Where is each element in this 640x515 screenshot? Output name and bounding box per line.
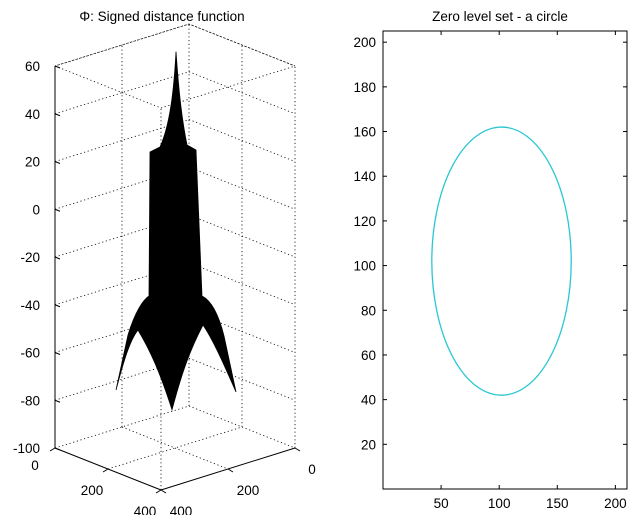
z-tick-label: -80 [20, 393, 40, 408]
y-tick-label: 200 [353, 35, 376, 50]
x-tick-label: 50 [434, 496, 449, 511]
y-tick-label: 0 [308, 462, 316, 477]
z-tick [54, 113, 61, 117]
surface-shape [115, 51, 237, 412]
z-gridline [54, 357, 190, 401]
z-tick-label: 60 [25, 59, 40, 74]
plot-frame [382, 30, 628, 490]
x-tick-labels: 50 100 150 200 [434, 31, 627, 511]
xy-tick-labels: 0 200 400 0 200 400 [31, 447, 316, 515]
y-tick-label: 120 [353, 214, 376, 229]
z-tick-labels: 60 40 20 0 -20 -40 -60 -80 -100 [13, 59, 61, 456]
top-edge [188, 23, 296, 67]
z-gridline [54, 214, 190, 258]
z-tick-label: 20 [25, 155, 40, 170]
x-tick-label: 150 [546, 496, 569, 511]
y-tick-labels: 20 40 60 80 100 120 140 160 180 200 [353, 35, 627, 452]
top-edge [160, 65, 296, 109]
y-tick-label: 60 [361, 348, 376, 363]
y-tick-label: 80 [361, 303, 376, 318]
x-tick [49, 447, 56, 452]
z-tick [54, 65, 61, 69]
y-tick [294, 447, 301, 452]
y-tick-label: 20 [361, 437, 376, 452]
z-gridline [54, 71, 190, 115]
z-gridline [54, 166, 190, 210]
circle-title: Zero level set - a circle [432, 9, 568, 24]
z-tick [54, 256, 61, 260]
y-tick-label: 40 [361, 393, 376, 408]
z-tick [54, 208, 61, 212]
z-gridline [54, 262, 190, 306]
y-tick-label: 400 [170, 504, 193, 515]
y-tick-label: 140 [353, 169, 376, 184]
floor-gridline [121, 426, 229, 470]
x-tick-label: 0 [31, 458, 39, 473]
z-gridline [188, 71, 296, 115]
x-tick-label: 100 [488, 496, 511, 511]
circle-plot: Zero level set - a circle 20 40 60 80 100 120… [353, 9, 628, 511]
x-tick-label: 200 [604, 496, 627, 511]
x-tick-label: 400 [134, 504, 157, 515]
surface-plot: Φ: Signed distance function 6040200-20-4… [13, 9, 316, 515]
y-tick-label: 160 [353, 125, 376, 140]
z-tick-label: 40 [25, 107, 40, 122]
y-tick-label: 200 [237, 483, 260, 498]
zero-level-set [431, 126, 572, 396]
z-gridline [54, 23, 190, 67]
z-tick-label: -60 [20, 346, 40, 361]
x-tick-label: 200 [81, 483, 104, 498]
surface [115, 51, 237, 412]
z-tick [54, 399, 61, 403]
z-gridline [54, 119, 190, 162]
z-tick [54, 447, 61, 451]
z-gridline [188, 119, 296, 162]
z-tick [54, 161, 61, 164]
top-edge [54, 65, 162, 109]
z-gridline [188, 357, 296, 401]
z-tick-label: -20 [20, 250, 40, 265]
y-tick [227, 468, 234, 473]
floor-gridline [107, 426, 243, 470]
x-tick [102, 468, 109, 473]
z-tick-label: -40 [20, 298, 40, 313]
z-tick-label: 0 [32, 202, 40, 217]
z-tick-label: -100 [13, 441, 40, 456]
z-tick [54, 352, 61, 355]
z-gridline [188, 166, 296, 210]
top-edge [54, 23, 190, 67]
z-gridline [188, 262, 296, 306]
x-tick [155, 489, 162, 494]
y-tick-label: 180 [353, 80, 376, 95]
z-tick [54, 304, 61, 308]
y-tick-label: 100 [353, 259, 376, 274]
y-tick [160, 489, 167, 494]
circle-contour [431, 126, 572, 396]
surface-title: Φ: Signed distance function [79, 9, 244, 24]
z-gridline [54, 310, 190, 353]
z-gridline [54, 405, 190, 449]
